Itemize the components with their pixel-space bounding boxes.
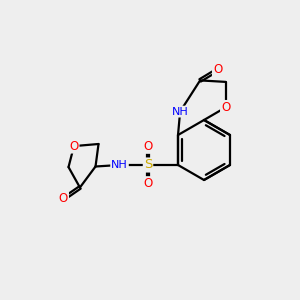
Text: O: O bbox=[221, 101, 230, 114]
Text: NH: NH bbox=[111, 160, 128, 170]
Text: S: S bbox=[144, 158, 152, 172]
Text: O: O bbox=[69, 140, 79, 153]
Text: O: O bbox=[59, 192, 68, 206]
Text: O: O bbox=[143, 177, 153, 190]
Text: O: O bbox=[213, 63, 222, 76]
Text: NH: NH bbox=[172, 106, 188, 117]
Text: O: O bbox=[143, 140, 153, 153]
